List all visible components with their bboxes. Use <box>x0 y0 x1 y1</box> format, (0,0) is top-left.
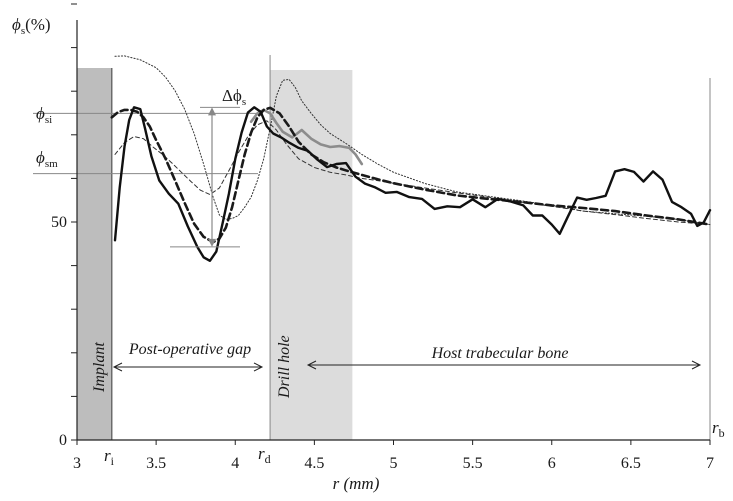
x-tick-label: 4 <box>231 455 239 472</box>
y-axis-label-sub: s <box>21 25 25 37</box>
x-ticks: 3 3.5 4 4.5 5 5.5 6 6.5 7 <box>73 440 714 472</box>
bone-arrow-head-left <box>306 360 317 370</box>
series-line-dotted-thin <box>114 55 711 226</box>
series-line-dashed-thin <box>114 120 711 226</box>
post-operative-gap-label: Post-operative gap <box>128 341 251 358</box>
x-tick-label: 5.5 <box>463 455 483 472</box>
implant-region <box>77 68 112 440</box>
phi-si-symbol: ϕ <box>36 104 45 123</box>
phi-si-sub: si <box>45 114 52 126</box>
y-axis-label-symbol: ϕ <box>12 15 21 34</box>
series-line-solid-black-thick <box>113 106 712 262</box>
rd-sub: d <box>265 452 271 466</box>
y-ticks: 0 50 <box>51 3 77 449</box>
implant-label: Implant <box>91 342 108 393</box>
ri-symbol: r <box>104 446 111 465</box>
delta-phi-symbol: Δϕ <box>222 86 242 105</box>
y-tick-label: 50 <box>51 214 67 231</box>
y-tick-label: 0 <box>59 432 67 449</box>
series-line-dashed-black-thick <box>110 106 712 244</box>
bone-arrow-head-right <box>691 360 702 370</box>
phi-si-label: ϕsi <box>36 104 52 126</box>
x-tick-label: 7 <box>706 455 714 472</box>
y-axis-label-unit: (%) <box>25 15 50 34</box>
rb-sub: b <box>719 426 725 440</box>
delta-arrow-head-down <box>208 238 216 247</box>
drill-hole-label: Drill hole <box>276 335 293 399</box>
delta-phi-annotation <box>170 106 240 248</box>
rb-label: rb <box>712 418 725 440</box>
x-tick-label: 6 <box>548 455 556 472</box>
host-trabecular-bone-label: Host trabecular bone <box>431 345 569 362</box>
ri-sub: i <box>111 454 115 468</box>
ri-label: ri <box>104 446 115 468</box>
gap-arrow-head-right <box>253 362 264 372</box>
phi-sm-label: ϕsm <box>36 148 58 170</box>
delta-phi-sub: s <box>242 96 246 108</box>
gap-arrow-head-left <box>112 362 123 372</box>
phi-sm-sub: sm <box>45 158 58 170</box>
delta-phi-label: Δϕs <box>222 86 246 108</box>
x-axis-label: r (mm) <box>333 474 380 493</box>
rb-symbol: r <box>712 418 719 437</box>
phi-sm-symbol: ϕ <box>36 148 45 167</box>
x-tick-label: 3 <box>73 455 81 472</box>
y-axis-label: ϕs(%) <box>12 15 51 37</box>
x-tick-label: 4.5 <box>304 455 324 472</box>
rd-label: rd <box>258 444 271 466</box>
series-line-solid-gray <box>249 108 364 166</box>
x-tick-label: 6.5 <box>621 455 641 472</box>
x-tick-label: 3.5 <box>146 455 166 472</box>
rd-symbol: r <box>258 444 265 463</box>
region-arrows <box>112 360 702 372</box>
delta-arrow-head-up <box>208 107 216 116</box>
series-group <box>110 55 712 262</box>
x-tick-label: 5 <box>390 455 398 472</box>
